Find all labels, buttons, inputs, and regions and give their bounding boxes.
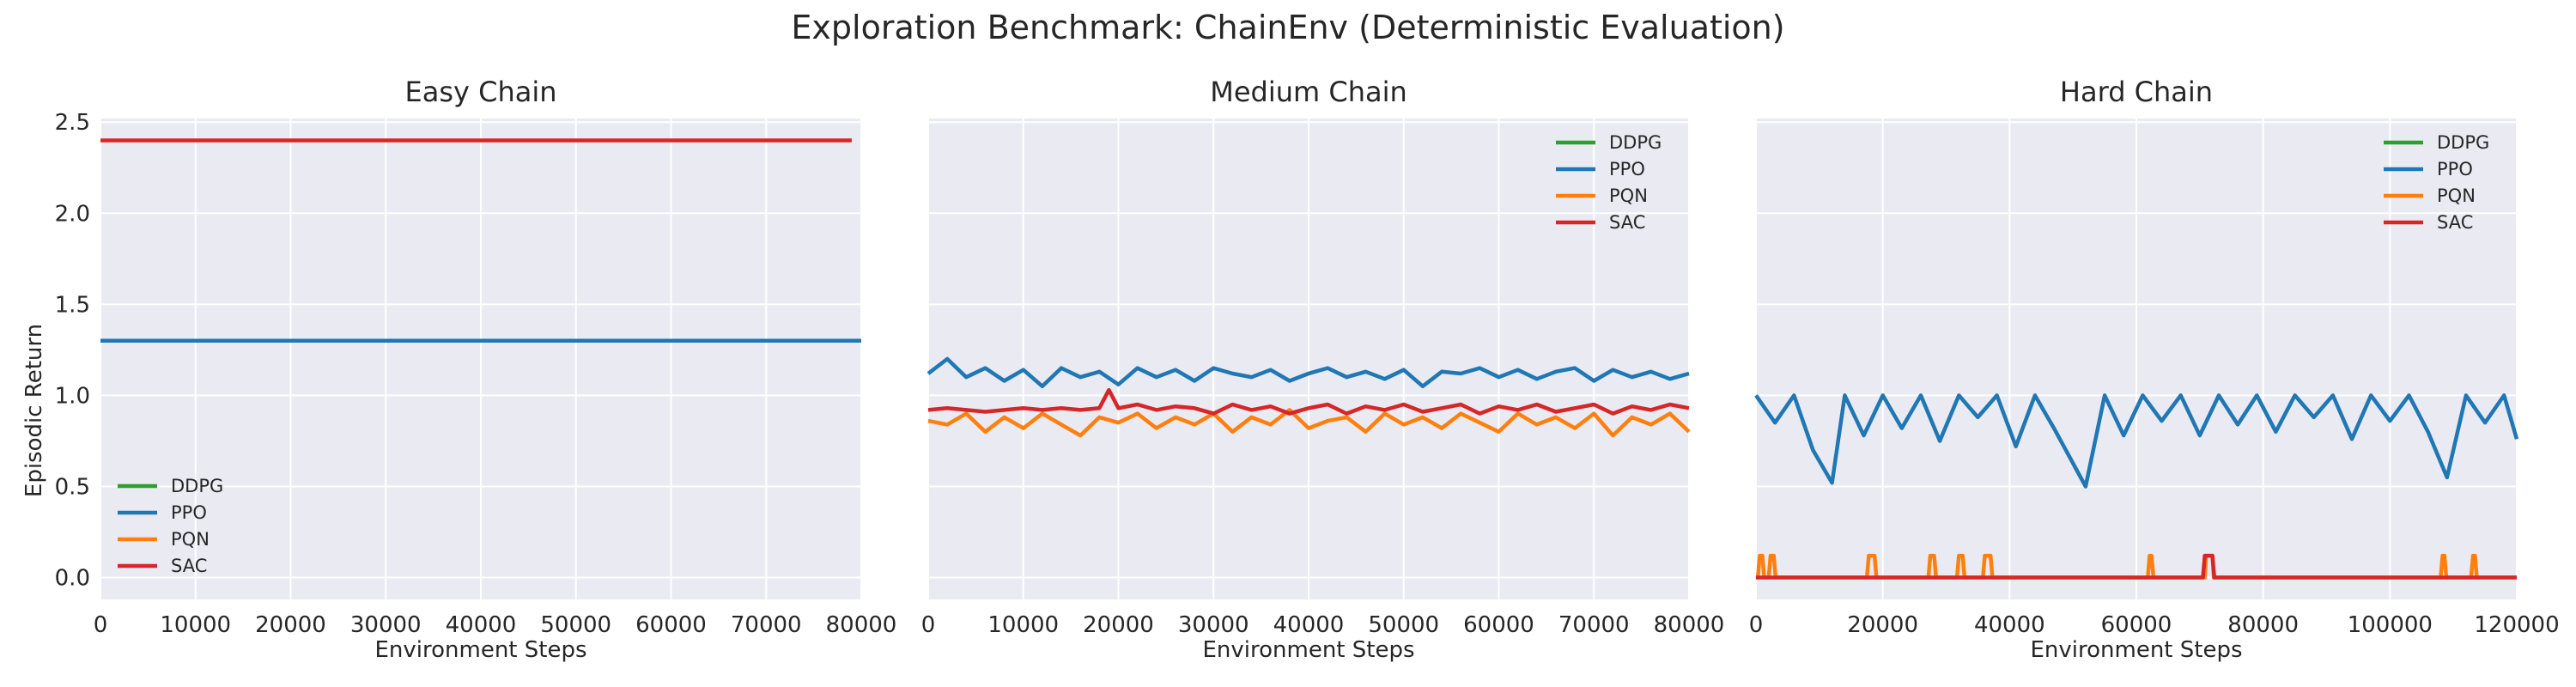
panel-title-medium: Medium Chain xyxy=(1210,76,1407,108)
legend-label-ppo: PPO xyxy=(2437,159,2473,179)
x-tick-label: 60000 xyxy=(1463,612,1534,638)
plot-area: 0 20000 40000 60000 80000 100000 120000 DDPG PPO… xyxy=(1749,119,2560,638)
x-tick-label: 0 xyxy=(94,612,108,638)
legend-label-sac: SAC xyxy=(2437,212,2473,233)
y-tick-label: 2.0 xyxy=(55,201,90,227)
panel-medium-chain: 0 10000 20000 30000 40000 50000 60000 70000 8000… xyxy=(921,76,1725,663)
y-tick-label: 0.5 xyxy=(55,474,90,500)
x-tick-label: 40000 xyxy=(446,612,517,638)
x-tick-label: 20000 xyxy=(255,612,326,638)
legend-label-pqn: PQN xyxy=(1609,185,1648,206)
x-tick-label: 70000 xyxy=(731,612,802,638)
x-tick-label: 30000 xyxy=(350,612,422,638)
legend-label-ddpg: DDPG xyxy=(2437,132,2489,153)
x-tick-label: 70000 xyxy=(1558,612,1630,638)
panel-easy-chain: 0 10000 20000 30000 40000 50000 60000 70000 8000… xyxy=(55,76,897,663)
y-tick-label: 0.0 xyxy=(55,566,90,592)
legend-label-ppo: PPO xyxy=(171,502,207,523)
plot-area: 0 10000 20000 30000 40000 50000 60000 70000 8000… xyxy=(55,110,897,638)
x-tick-label: 50000 xyxy=(1368,612,1439,638)
legend-label-ddpg: DDPG xyxy=(1609,132,1662,153)
legend-label-sac: SAC xyxy=(1609,212,1645,233)
x-tick-label: 50000 xyxy=(540,612,611,638)
series-line-sac xyxy=(1756,553,2517,580)
x-tick-label: 20000 xyxy=(1847,612,1918,638)
y-tick-label: 1.5 xyxy=(55,292,90,318)
x-tick-label: 10000 xyxy=(987,612,1059,638)
panel-title-hard: Hard Chain xyxy=(2060,76,2213,108)
x-tick-label: 20000 xyxy=(1083,612,1154,638)
y-axis-label: Episodic Return xyxy=(21,324,47,497)
x-tick-label: 10000 xyxy=(160,612,231,638)
x-tick-label: 60000 xyxy=(635,612,707,638)
y-tick-label: 1.0 xyxy=(55,383,90,409)
panel-title-easy: Easy Chain xyxy=(404,76,556,108)
legend-label-ddpg: DDPG xyxy=(171,476,223,496)
panel-hard-chain: 0 20000 40000 60000 80000 100000 120000 DDPG PPO… xyxy=(1749,76,2560,663)
legend-label-pqn: PQN xyxy=(171,529,210,550)
x-tick-label: 80000 xyxy=(1654,612,1725,638)
x-tick-label: 60000 xyxy=(2101,612,2172,638)
series-line-pqn xyxy=(927,408,1691,438)
x-tick-label: 40000 xyxy=(1273,612,1345,638)
legend-label-sac: SAC xyxy=(171,556,207,576)
x-tick-label: 80000 xyxy=(2227,612,2299,638)
y-tick-label: 2.5 xyxy=(55,110,90,136)
x-tick-label: 80000 xyxy=(826,612,897,638)
x-tick-label: 0 xyxy=(921,612,936,638)
x-tick-label: 30000 xyxy=(1178,612,1249,638)
series-line-sac xyxy=(927,387,1690,416)
legend-label-pqn: PQN xyxy=(2437,185,2476,206)
legend-label-ppo: PPO xyxy=(1609,159,1645,179)
x-tick-label: 100000 xyxy=(2348,612,2433,638)
x-tick-label: 120000 xyxy=(2474,612,2559,638)
series-line-ppo xyxy=(927,356,1690,389)
x-axis-label-medium: Environment Steps xyxy=(1202,637,1414,663)
x-tick-label: 40000 xyxy=(1974,612,2045,638)
x-axis-label-hard: Environment Steps xyxy=(2030,637,2242,663)
plot-area: 0 10000 20000 30000 40000 50000 60000 70000 8000… xyxy=(921,119,1725,638)
x-axis-label-easy: Environment Steps xyxy=(374,637,586,663)
figure-title: Exploration Benchmark: ChainEnv (Determi… xyxy=(791,9,1784,46)
x-tick-label: 0 xyxy=(1749,612,1764,638)
series-line-ppo xyxy=(1754,393,2519,489)
